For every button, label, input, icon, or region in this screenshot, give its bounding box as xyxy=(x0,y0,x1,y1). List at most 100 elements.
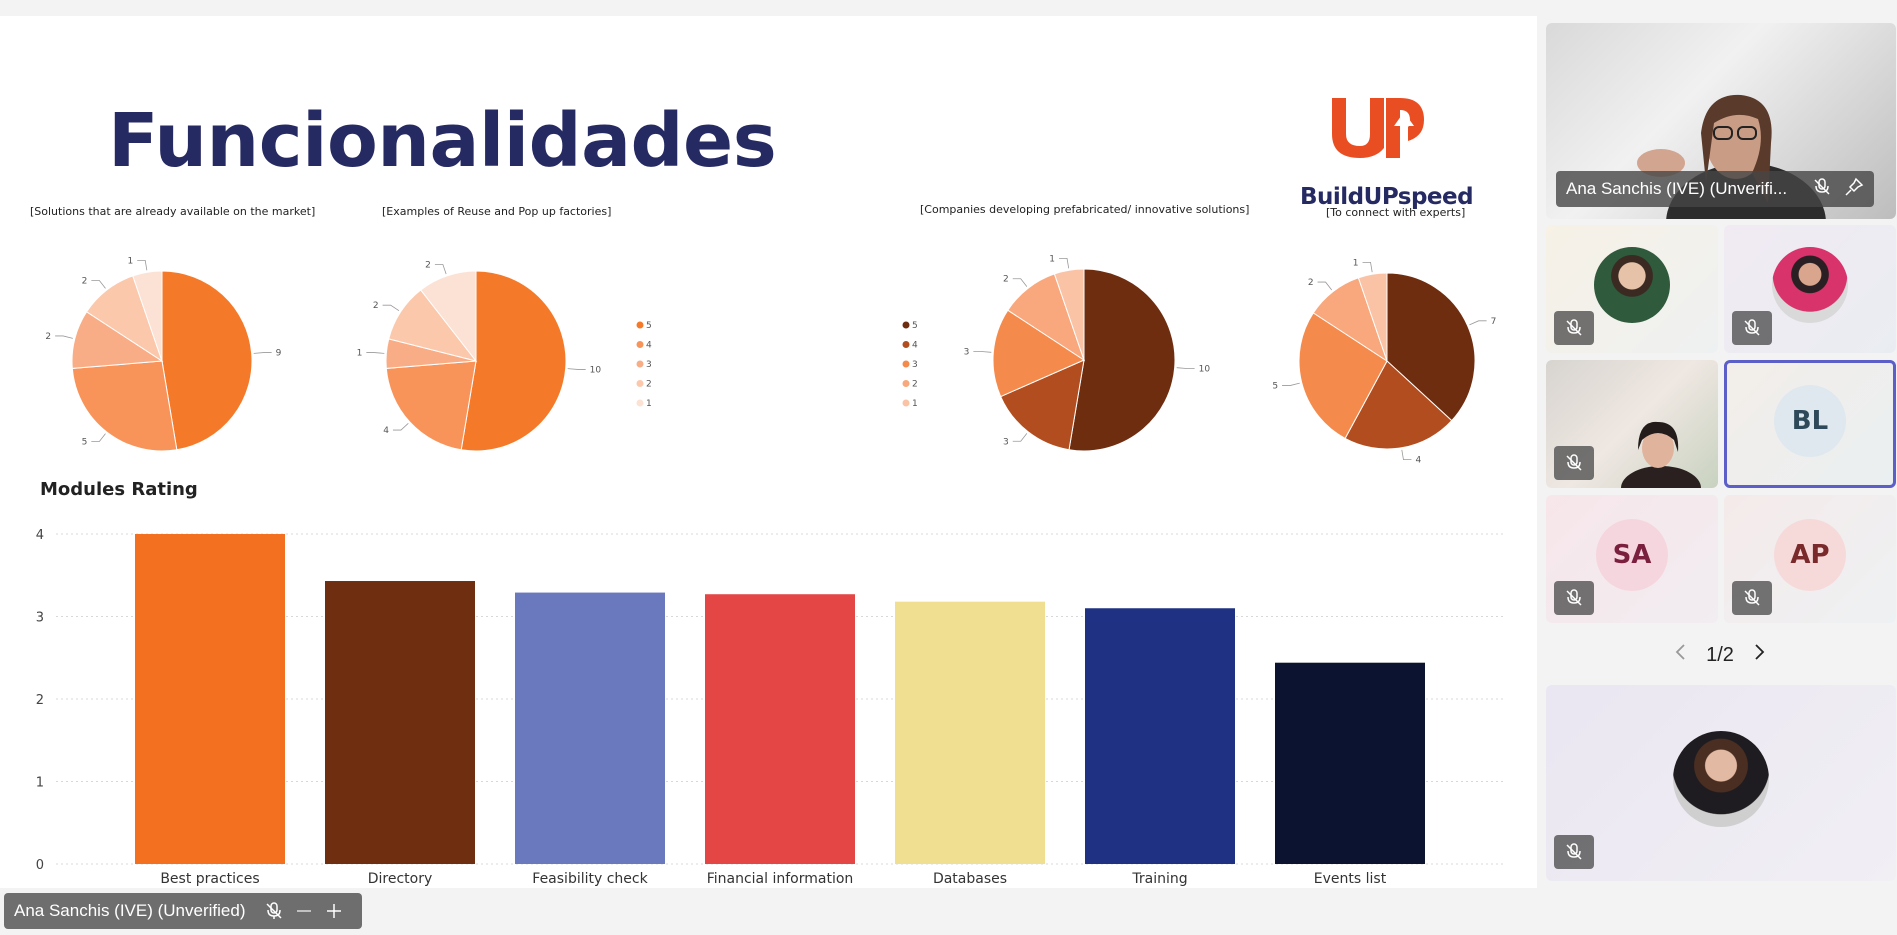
bar-5 xyxy=(895,601,1045,864)
pie-3-slice-1 xyxy=(1053,268,1085,361)
page-indicator: 1/2 xyxy=(1706,643,1734,666)
participant-avatar: BL xyxy=(1774,385,1846,457)
chevron-right-icon[interactable] xyxy=(1752,642,1766,668)
presenter-bar[interactable]: Ana Sanchis (IVE) (Unverified) xyxy=(4,893,362,929)
x-category-label: Events list xyxy=(1314,871,1387,887)
pie-3-leader-5 xyxy=(1176,367,1195,369)
pie-1-leader-2 xyxy=(91,280,106,289)
pie-2-leader-3 xyxy=(366,352,385,354)
legend-marker xyxy=(902,360,910,368)
x-category-label: Training xyxy=(1131,871,1187,887)
participant-avatar: AP xyxy=(1774,519,1846,591)
pie-3-value-label: 3 xyxy=(1003,437,1009,447)
pie-2-legend: 5 4 3 2 1 xyxy=(636,321,652,409)
y-tick-label: 0 xyxy=(36,858,44,873)
legend-label: 5 xyxy=(912,321,918,331)
pie-3-leader-4 xyxy=(1012,433,1028,442)
pie-1-slice-4 xyxy=(71,360,178,452)
mic-off-icon xyxy=(1554,581,1594,615)
legend-marker xyxy=(902,399,910,407)
x-category-label: Directory xyxy=(368,871,433,887)
bar-7 xyxy=(1275,662,1425,864)
bar-1 xyxy=(135,534,285,864)
pie-2-slice-1 xyxy=(420,270,477,363)
mic-off-icon xyxy=(1554,835,1594,869)
pin-icon[interactable] xyxy=(1844,177,1864,202)
pie-4-value-label: 2 xyxy=(1308,278,1314,288)
participant-tile-2[interactable] xyxy=(1546,225,1718,353)
pie-4-leader-5 xyxy=(1469,320,1487,326)
participant-tile-bottom[interactable] xyxy=(1546,685,1896,881)
chevron-left-icon[interactable] xyxy=(1674,642,1688,668)
participant-photo xyxy=(1594,247,1670,323)
pie-title-4: [To connect with experts] xyxy=(1326,206,1466,219)
participant-avatar: SA xyxy=(1596,519,1668,591)
zoom-in-icon[interactable] xyxy=(321,898,347,924)
legend-marker xyxy=(636,399,644,407)
presenter-name: Ana Sanchis (IVE) (Unverified) xyxy=(14,901,246,920)
pie-4-leader-4 xyxy=(1401,449,1412,461)
pie-2-leader-1 xyxy=(434,264,447,275)
legend-label: 2 xyxy=(912,380,918,390)
pie-1-slice-5 xyxy=(161,270,253,451)
pie-title-1: [Solutions that are already available on… xyxy=(30,205,316,218)
pie-3-leader-1 xyxy=(1059,258,1070,269)
bar-3 xyxy=(515,592,665,864)
pie-4-value-label: 4 xyxy=(1415,456,1421,466)
logo-text: BuildUPspeed xyxy=(1300,184,1474,210)
pie-3-leader-2 xyxy=(1012,278,1028,287)
mic-off-icon xyxy=(1554,446,1594,480)
legend-label: 3 xyxy=(912,360,918,370)
pie-1-leader-4 xyxy=(91,433,106,442)
pie-4-value-label: 1 xyxy=(1353,258,1359,268)
participant-tile-3[interactable] xyxy=(1724,225,1896,353)
participant-photo xyxy=(1673,731,1769,827)
participant-tile-bl[interactable]: BL xyxy=(1724,360,1896,488)
pie-3-value-label: 10 xyxy=(1199,365,1211,375)
pie-2-slice-5 xyxy=(460,270,567,452)
participant-tile-ap[interactable]: AP xyxy=(1724,495,1896,623)
y-tick-label: 2 xyxy=(36,693,44,708)
legend-marker xyxy=(902,341,910,348)
mic-off-icon xyxy=(1554,311,1594,345)
pie-3-slice-5 xyxy=(1068,268,1176,452)
pie-4-slice-1 xyxy=(1357,272,1388,362)
legend-label: 1 xyxy=(912,399,918,409)
pie-4-slice-5 xyxy=(1386,272,1476,422)
legend-label: 3 xyxy=(646,360,652,370)
pie-2-leader-2 xyxy=(382,304,400,312)
pie-1-value-label: 1 xyxy=(127,256,133,266)
pie-4-slice-3 xyxy=(1298,312,1388,440)
pie-1-slice-1 xyxy=(132,270,163,362)
participant-tile-sa[interactable]: SA xyxy=(1546,495,1718,623)
pie-3-value-label: 2 xyxy=(1003,275,1009,285)
pie-1-value-label: 5 xyxy=(82,437,88,447)
x-category-label: Best practices xyxy=(160,871,259,887)
pie-1-value-label: 9 xyxy=(276,349,282,359)
x-category-label: Financial information xyxy=(707,871,854,887)
participant-tile-4[interactable] xyxy=(1546,360,1718,488)
pie-4-slice-4 xyxy=(1344,360,1453,450)
legend-label: 5 xyxy=(646,321,652,331)
legend-marker xyxy=(902,321,910,329)
zoom-out-icon[interactable] xyxy=(291,898,317,924)
mic-off-icon xyxy=(1812,177,1832,202)
pie-title-2: [Examples of Reuse and Pop up factories] xyxy=(382,205,612,218)
participant-photo xyxy=(1772,247,1848,323)
pie-title-3: [Companies developing prefabricated/ inn… xyxy=(920,203,1250,216)
pie-4-value-label: 7 xyxy=(1491,317,1497,327)
legend-marker xyxy=(636,341,644,348)
x-category-label: Feasibility check xyxy=(532,871,648,887)
participant-video xyxy=(1621,421,1701,488)
pie-3-value-label: 3 xyxy=(964,347,970,357)
participant-tile-main[interactable]: Ana Sanchis (IVE) (Unverifi... xyxy=(1546,23,1896,219)
pie-2-slice-4 xyxy=(385,360,477,451)
pie-2-value-label: 2 xyxy=(425,261,431,271)
mic-off-icon[interactable] xyxy=(261,898,287,924)
y-tick-label: 4 xyxy=(36,528,44,543)
pie-1-leader-1 xyxy=(137,259,148,271)
pie-2-leader-5 xyxy=(567,368,586,370)
pie-4-leader-2 xyxy=(1317,281,1333,291)
slide-title: Funcionalidades xyxy=(108,98,777,184)
pie-3-slice-3 xyxy=(992,309,1086,398)
